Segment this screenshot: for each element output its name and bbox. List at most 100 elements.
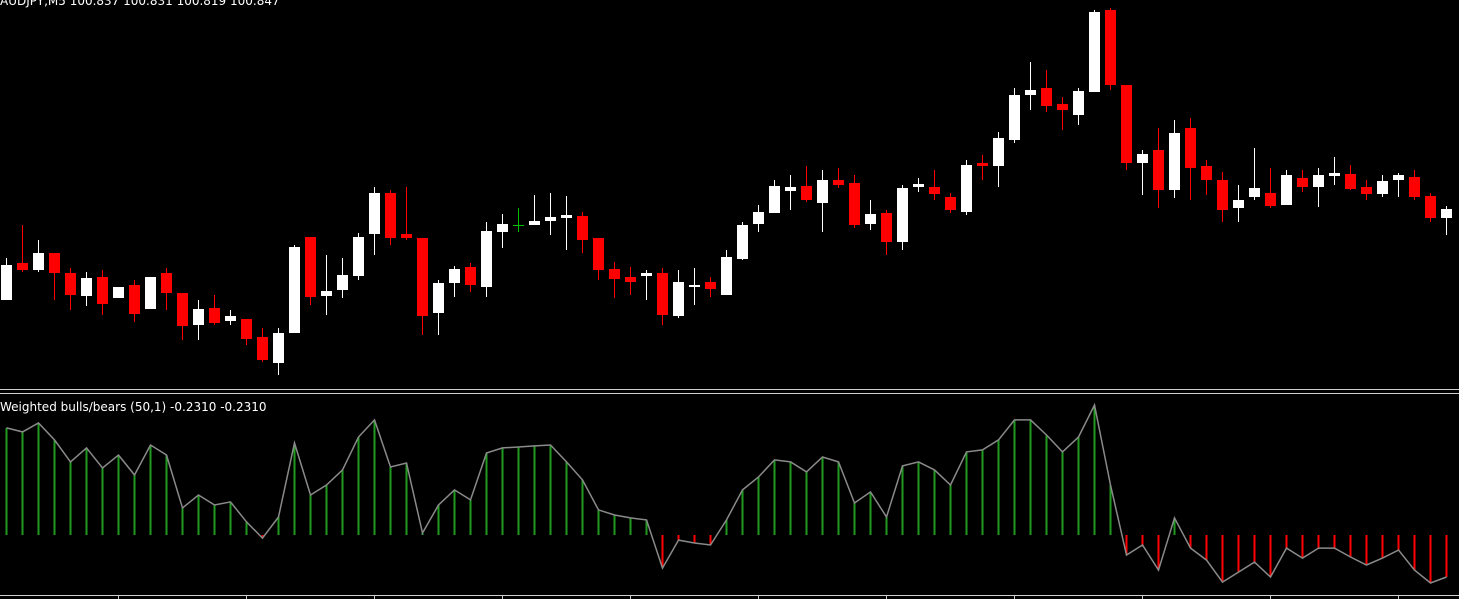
candle-body [273,333,284,363]
candle-body [1249,188,1260,197]
candle-body [961,165,972,212]
candle-body [1169,133,1180,190]
candle-body [1425,196,1436,218]
candle-body [705,282,716,289]
time-ticks [118,595,1399,599]
candle-body [785,187,796,191]
candle-body [1073,91,1084,115]
candle-body [1393,175,1404,180]
candle-body [1025,90,1036,95]
candle-body [193,309,204,325]
candle-body [497,224,508,232]
candle-body [433,283,444,313]
candle-body [561,215,572,218]
candle-body [481,231,492,287]
candle-body [625,277,636,282]
candle-body [1217,180,1228,210]
price-pane [1,8,1452,375]
candle-body [1089,12,1100,92]
candle-body [1137,154,1148,163]
indicator-pane [5,402,1448,584]
candle-body [17,263,28,270]
candle-body [577,216,588,240]
candle-body [1121,85,1132,163]
candle-body [145,277,156,309]
candle-body [1153,150,1164,190]
candle-body [929,187,940,194]
candle-body [65,273,76,295]
candle-body [1009,95,1020,140]
candle-body [609,269,620,279]
chart-title: AUDJPY,M5 100.837 100.831 100.819 100.84… [0,0,280,8]
candle-body [977,163,988,166]
candle-body [81,278,92,296]
candle-body [993,138,1004,166]
candle-body [1377,181,1388,194]
candle-body [465,267,476,285]
candle-body [545,217,556,221]
candle-body [417,238,428,316]
candle-body [401,234,412,238]
candle-body [49,253,60,273]
candle-body [817,180,828,203]
indicator-line [6,402,1447,584]
candle-body [529,221,540,225]
candle-body [33,253,44,270]
candle-body [1265,193,1276,206]
candle-body [161,273,172,293]
candle-body [673,282,684,316]
candle-body [1185,128,1196,168]
candle-body [225,316,236,321]
candle-body [641,273,652,276]
candle-body [1313,175,1324,187]
candle-body [305,237,316,297]
candle-body [737,225,748,259]
candle-body [833,180,844,185]
candle-body [177,293,188,326]
candle-body [385,193,396,238]
candle-body [593,238,604,270]
candle-body [241,319,252,339]
indicator-title: Weighted bulls/bears (50,1) -0.2310 -0.2… [0,400,267,414]
candle-body [1441,209,1452,218]
candle-body [945,197,956,210]
candle-body [657,273,668,315]
candle-body [1233,200,1244,208]
candle-body [369,193,380,234]
candle-body [769,186,780,213]
candle-body [913,184,924,187]
candle-body [801,186,812,200]
candle-body [1,265,12,300]
candle-body [353,237,364,276]
candle-body [1201,166,1212,180]
candle-body [1041,88,1052,106]
candle-body [449,269,460,283]
candle-body [113,287,124,298]
candle-body [209,308,220,323]
candle-body [1361,187,1372,194]
candle-body [1297,178,1308,187]
candle-body [753,212,764,224]
candle-body [337,275,348,290]
candle-body [689,285,700,287]
candle-body [881,213,892,242]
candle-body [321,291,332,296]
candle-body [1105,10,1116,85]
candle-body [257,337,268,360]
candle-body [1281,175,1292,205]
candle-body [849,183,860,225]
candle-body [289,247,300,333]
candle-body [1329,173,1340,176]
candle-body [1409,177,1420,197]
candle-body [129,285,140,314]
candle-body [513,225,524,226]
candle-body [721,257,732,295]
candle-body [1057,104,1068,110]
candle-body [865,214,876,224]
candle-body [897,188,908,242]
candle-body [97,277,108,304]
candle-body [1345,174,1356,189]
